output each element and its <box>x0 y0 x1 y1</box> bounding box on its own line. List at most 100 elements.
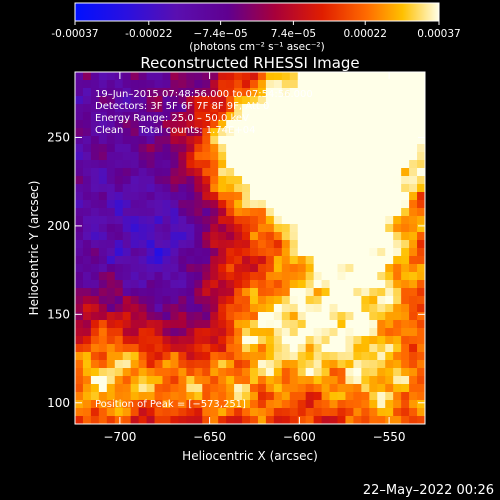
heatmap-cell <box>98 400 108 409</box>
heatmap-cell <box>130 368 140 377</box>
heatmap-cell <box>162 344 172 353</box>
heatmap-cell <box>138 344 148 353</box>
heatmap-cell <box>75 216 84 225</box>
heatmap-cell <box>178 208 187 217</box>
heatmap-cell <box>281 328 291 337</box>
heatmap-cell <box>202 272 211 281</box>
heatmap-cell <box>337 128 347 137</box>
heatmap-cell <box>265 416 275 424</box>
heatmap-cell <box>130 384 140 393</box>
heatmap-cell <box>273 72 283 81</box>
heatmap-cell <box>297 112 307 121</box>
heatmap-cell <box>289 240 299 249</box>
colorbar-tick-label: −7.4e−05 <box>194 28 248 40</box>
heatmap-cell <box>297 232 307 241</box>
heatmap-cell <box>313 288 323 297</box>
heatmap-cell <box>250 352 259 361</box>
heatmap-cell <box>321 104 331 113</box>
heatmap-cell <box>289 288 299 297</box>
heatmap-cell <box>202 336 211 345</box>
heatmap-cell <box>297 168 307 177</box>
heatmap-cell <box>234 80 243 89</box>
heatmap-cell <box>281 344 291 353</box>
heatmap-cell <box>106 208 116 217</box>
heatmap-cell <box>202 72 211 81</box>
heatmap-cell <box>377 160 386 169</box>
heatmap-cell <box>281 176 291 185</box>
heatmap-cell <box>194 232 203 241</box>
heatmap-cell <box>122 208 132 217</box>
heatmap-cell <box>305 360 315 369</box>
heatmap-cell <box>170 344 179 353</box>
heatmap-cell <box>297 360 307 369</box>
heatmap-cell <box>226 304 235 313</box>
heatmap-cell <box>226 80 235 89</box>
heatmap-cell <box>186 240 195 249</box>
colorbar-tick-label: -0.00037 <box>51 28 98 40</box>
heatmap-cell <box>337 112 347 121</box>
heatmap-cell <box>345 160 354 169</box>
heatmap-cell <box>122 288 132 297</box>
heatmap-cell <box>345 328 354 337</box>
heatmap-cell <box>194 200 203 209</box>
heatmap-cell <box>98 72 108 81</box>
heatmap-cell <box>250 408 259 417</box>
heatmap-cell <box>305 240 315 249</box>
heatmap-cell <box>345 288 354 297</box>
heatmap-cell <box>281 80 291 89</box>
heatmap-cell <box>337 352 347 361</box>
heatmap-cell <box>170 264 179 273</box>
heatmap-cell <box>234 72 243 81</box>
heatmap-cell <box>417 264 425 273</box>
heatmap-cell <box>257 104 267 113</box>
heatmap-cell <box>114 288 124 297</box>
heatmap-cell <box>337 184 347 193</box>
heatmap-cell <box>369 264 378 273</box>
heatmap-cell <box>281 184 291 193</box>
heatmap-cell <box>122 88 132 97</box>
heatmap-cell <box>377 368 386 377</box>
heatmap-cell <box>170 400 179 409</box>
heatmap-cell <box>202 296 211 305</box>
heatmap-cell <box>202 280 211 289</box>
heatmap-cell <box>162 120 172 129</box>
heatmap-cell <box>385 400 394 409</box>
heatmap-cell <box>122 240 132 249</box>
heatmap-cell <box>353 112 362 121</box>
heatmap-cell <box>130 120 140 129</box>
heatmap-cell <box>130 320 140 329</box>
heatmap-cell <box>369 168 378 177</box>
heatmap-cell <box>114 264 124 273</box>
heatmap-cell <box>90 192 100 201</box>
heatmap-cell <box>250 208 259 217</box>
heatmap-cell <box>289 280 299 289</box>
heatmap-cell <box>218 232 227 241</box>
heatmap-cell <box>82 72 92 81</box>
heatmap-cell <box>289 216 299 225</box>
heatmap-cell <box>353 120 362 129</box>
heatmap-cell <box>178 392 187 401</box>
heatmap-cell <box>242 328 251 337</box>
heatmap-cell <box>226 320 235 329</box>
heatmap-cell <box>377 240 386 249</box>
heatmap-cell <box>289 72 299 81</box>
heatmap-cell <box>90 288 100 297</box>
heatmap-cell <box>146 392 156 401</box>
heatmap-cell <box>186 376 195 385</box>
heatmap-cell <box>234 240 243 249</box>
heatmap-cell <box>393 288 402 297</box>
heatmap-cell <box>401 384 410 393</box>
heatmap-cell <box>337 120 347 129</box>
heatmap-cell <box>146 208 156 217</box>
heatmap-cell <box>106 256 116 265</box>
heatmap-cell <box>305 72 315 81</box>
heatmap-cell <box>226 248 235 257</box>
heatmap-cell <box>337 256 347 265</box>
heatmap-cell <box>114 192 124 201</box>
heatmap-cell <box>130 224 140 233</box>
heatmap-cell <box>98 208 108 217</box>
heatmap-cell <box>162 328 172 337</box>
heatmap-cell <box>146 248 156 257</box>
heatmap-cell <box>154 328 164 337</box>
heatmap-cell <box>194 320 203 329</box>
